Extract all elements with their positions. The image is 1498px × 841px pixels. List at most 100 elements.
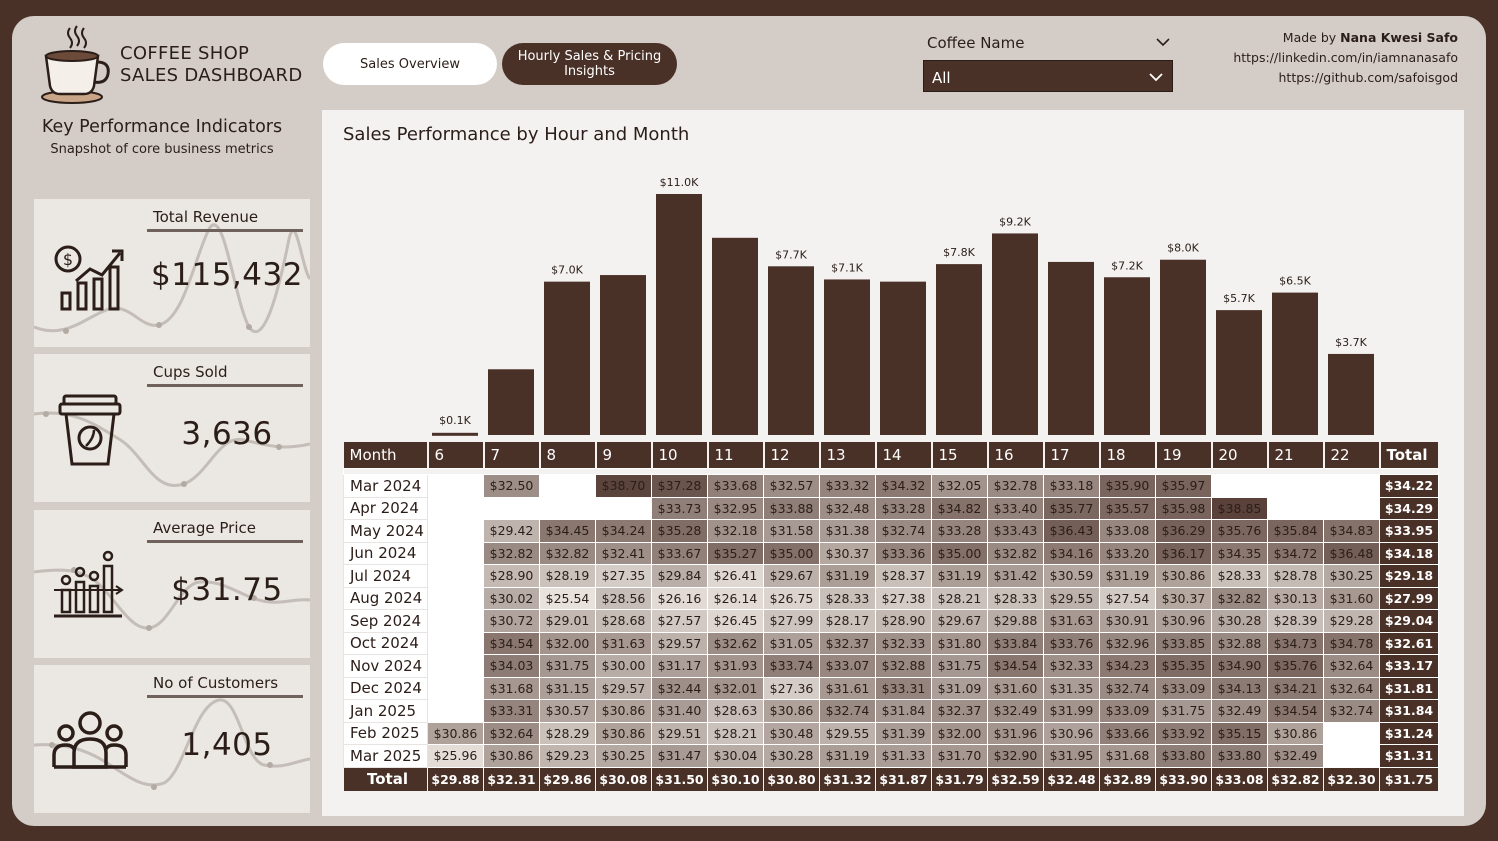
- matrix-cell[interactable]: $31.60: [987, 676, 1044, 700]
- matrix-cell[interactable]: $32.50: [483, 474, 540, 498]
- matrix-cell[interactable]: $25.54: [539, 586, 596, 610]
- matrix-cell[interactable]: $33.43: [987, 519, 1044, 543]
- matrix-cell[interactable]: $32.37: [931, 699, 988, 723]
- linkedin-link[interactable]: https://linkedin.com/in/iamnanasafo: [1233, 50, 1458, 65]
- matrix-cell[interactable]: $32.18: [707, 519, 764, 543]
- matrix-cell[interactable]: $34.03: [483, 654, 540, 678]
- github-link[interactable]: https://github.com/safoisgod: [1278, 70, 1459, 85]
- matrix-cell[interactable]: $32.64: [483, 721, 540, 745]
- matrix-cell[interactable]: $29.67: [931, 609, 988, 633]
- matrix-cell[interactable]: $30.86: [427, 721, 484, 745]
- matrix-cell[interactable]: $31.38: [819, 519, 876, 543]
- matrix-cell[interactable]: $31.95: [1043, 744, 1100, 768]
- matrix-cell[interactable]: $26.14: [707, 586, 764, 610]
- matrix-cell[interactable]: $33.92: [1155, 721, 1212, 745]
- matrix-cell[interactable]: $29.28: [1323, 609, 1380, 633]
- chevron-down-icon[interactable]: [1155, 34, 1171, 50]
- matrix-cell[interactable]: $27.54: [1099, 586, 1156, 610]
- matrix-cell[interactable]: $34.73: [1267, 631, 1324, 655]
- matrix-cell[interactable]: $34.16: [1043, 541, 1100, 565]
- bar-hour-9[interactable]: [600, 275, 646, 435]
- kpi-card-average-price[interactable]: Average Price $31.75: [34, 510, 310, 658]
- matrix-cell[interactable]: $29.23: [539, 744, 596, 768]
- matrix-cell[interactable]: [427, 654, 484, 678]
- matrix-cell[interactable]: $27.99: [763, 609, 820, 633]
- matrix-cell[interactable]: [427, 586, 484, 610]
- matrix-cell[interactable]: $35.76: [1267, 654, 1324, 678]
- matrix-cell[interactable]: $35.28: [651, 519, 708, 543]
- matrix-cell[interactable]: $31.63: [595, 631, 652, 655]
- table-row[interactable]: Dec 2024 $31.68 $31.15 $29.57 $32.44 $32.01 $2…: [343, 676, 1439, 700]
- matrix-cell[interactable]: $30.86: [595, 699, 652, 723]
- matrix-cell[interactable]: $32.74: [1099, 676, 1156, 700]
- table-row[interactable]: Jul 2024 $28.90 $28.19 $27.35 $29.84 $26.41 $2…: [343, 564, 1439, 588]
- matrix-cell[interactable]: $31.17: [651, 654, 708, 678]
- matrix-cell[interactable]: $30.13: [1267, 586, 1324, 610]
- column-header-hour[interactable]: 18: [1099, 442, 1157, 469]
- matrix-cell[interactable]: $28.37: [875, 564, 932, 588]
- matrix-cell[interactable]: $27.57: [651, 609, 708, 633]
- matrix-cell[interactable]: $32.48: [819, 496, 876, 520]
- column-header-hour[interactable]: 10: [651, 442, 709, 469]
- matrix-cell[interactable]: $31.05: [763, 631, 820, 655]
- matrix-cell[interactable]: $33.67: [651, 541, 708, 565]
- matrix-cell[interactable]: $29.67: [763, 564, 820, 588]
- matrix-cell[interactable]: $28.39: [1267, 609, 1324, 633]
- matrix-cell[interactable]: $36.17: [1155, 541, 1212, 565]
- matrix-cell[interactable]: $27.36: [763, 676, 820, 700]
- matrix-cell[interactable]: $33.08: [1099, 519, 1156, 543]
- matrix-cell[interactable]: $35.27: [707, 541, 764, 565]
- matrix-cell[interactable]: $28.19: [539, 564, 596, 588]
- table-row[interactable]: Mar 2024 $32.50 $38.70 $37.28 $33.68 $32.57 $3…: [343, 474, 1439, 498]
- bar-hour-8[interactable]: [544, 281, 590, 435]
- column-header-hour[interactable]: 6: [427, 442, 485, 469]
- matrix-cell[interactable]: $29.88: [987, 609, 1044, 633]
- kpi-card-no-of-customers[interactable]: No of Customers 1,405: [34, 665, 310, 813]
- matrix-cell[interactable]: [427, 564, 484, 588]
- matrix-cell[interactable]: $36.48: [1323, 541, 1380, 565]
- matrix-cell[interactable]: $32.88: [875, 654, 932, 678]
- matrix-cell[interactable]: $30.96: [1155, 609, 1212, 633]
- matrix-cell[interactable]: $31.19: [819, 744, 876, 768]
- matrix-cell[interactable]: [427, 519, 484, 543]
- matrix-cell[interactable]: $31.68: [1099, 744, 1156, 768]
- matrix-cell[interactable]: $32.64: [1323, 676, 1380, 700]
- matrix-cell[interactable]: $34.35: [1211, 541, 1268, 565]
- matrix-cell[interactable]: $30.91: [1099, 609, 1156, 633]
- column-header-hour[interactable]: 11: [707, 442, 765, 469]
- matrix-cell[interactable]: $32.82: [987, 541, 1044, 565]
- matrix-cell[interactable]: $26.45: [707, 609, 764, 633]
- matrix-cell[interactable]: $31.75: [539, 654, 596, 678]
- bar-hour-17[interactable]: [1048, 261, 1094, 435]
- matrix-cell[interactable]: $34.90: [1211, 654, 1268, 678]
- matrix-cell[interactable]: $32.96: [1099, 631, 1156, 655]
- matrix-cell[interactable]: $32.44: [651, 676, 708, 700]
- matrix-cell[interactable]: $33.88: [763, 496, 820, 520]
- matrix-cell[interactable]: $32.82: [539, 541, 596, 565]
- matrix-cell[interactable]: $30.57: [539, 699, 596, 723]
- matrix-cell[interactable]: $28.33: [1211, 564, 1268, 588]
- column-header-hour[interactable]: 8: [539, 442, 597, 469]
- matrix-cell[interactable]: $27.35: [595, 564, 652, 588]
- matrix-cell[interactable]: $33.66: [1099, 721, 1156, 745]
- matrix-cell[interactable]: $32.01: [707, 676, 764, 700]
- bar-hour-18[interactable]: [1104, 277, 1150, 435]
- bar-hour-11[interactable]: [712, 237, 758, 435]
- matrix-cell[interactable]: $35.76: [1211, 519, 1268, 543]
- column-header-hour[interactable]: 12: [763, 442, 821, 469]
- matrix-cell[interactable]: $30.86: [1155, 564, 1212, 588]
- matrix-cell[interactable]: $31.75: [1155, 699, 1212, 723]
- matrix-cell[interactable]: $29.84: [651, 564, 708, 588]
- matrix-cell[interactable]: $30.25: [595, 744, 652, 768]
- table-row[interactable]: Nov 2024 $34.03 $31.75 $30.00 $31.17 $31.93 $3…: [343, 654, 1439, 678]
- matrix-cell[interactable]: $33.07: [819, 654, 876, 678]
- matrix-cell[interactable]: $33.68: [707, 474, 764, 498]
- matrix-cell[interactable]: $30.25: [1323, 564, 1380, 588]
- matrix-cell[interactable]: $31.80: [931, 631, 988, 655]
- matrix-cell[interactable]: $35.98: [1155, 496, 1212, 520]
- matrix-cell[interactable]: $30.96: [1043, 721, 1100, 745]
- bar-hour-10[interactable]: [656, 194, 702, 435]
- column-header-hour[interactable]: 17: [1043, 442, 1101, 469]
- table-row[interactable]: Jan 2025 $33.31 $30.57 $30.86 $31.40 $28.63 $3…: [343, 699, 1439, 723]
- matrix-cell[interactable]: $28.78: [1267, 564, 1324, 588]
